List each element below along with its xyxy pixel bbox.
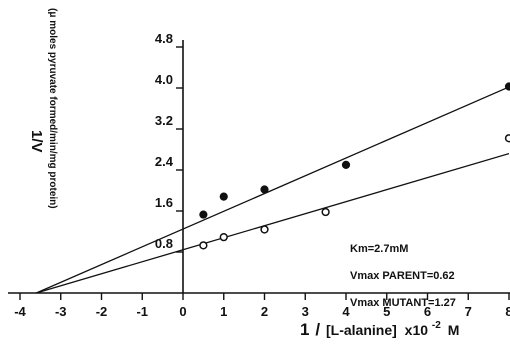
x-axis-label-exponent: -2 xyxy=(432,320,441,331)
y-tick-label: 2.4 xyxy=(155,154,174,169)
x-tick-label: 2 xyxy=(261,304,268,319)
data-point-filled xyxy=(504,82,510,91)
x-tick-label: -1 xyxy=(136,304,148,319)
x-tick-label: 5 xyxy=(383,304,390,319)
annotation-km: Km=2.7mM xyxy=(350,243,408,255)
data-point-open xyxy=(260,225,269,234)
y-ticks: 0.8 1.6 2.4 3.2 4.0 4.8 xyxy=(155,31,183,253)
data-point-filled xyxy=(199,210,208,219)
y-tick-label: 4.0 xyxy=(155,72,173,87)
fit-line-series-1 xyxy=(36,86,510,294)
x-tick-label: 4 xyxy=(342,304,350,319)
y-tick-label: 1.6 xyxy=(155,195,173,210)
data-point-filled xyxy=(219,192,228,201)
data-point-open xyxy=(504,134,510,143)
x-axis-label: 1 / [L-alanine] x10 -2 M xyxy=(300,315,459,339)
x-axis-label-slash: / xyxy=(315,320,320,339)
y-tick-label: 4.8 xyxy=(155,31,173,46)
annotation-vmax-parent: Vmax PARENT=0.62 xyxy=(350,270,455,282)
kinetic-constants: Km=2.7mM Vmax PARENT=0.62 Vmax MUTANT=1.… xyxy=(350,243,456,309)
x-tick-label: 0 xyxy=(179,304,186,319)
y-axis-label: 1/V (μ moles pyruvate formed/min/mg prot… xyxy=(28,8,58,209)
x-tick-label: 3 xyxy=(302,304,309,319)
data-points xyxy=(199,82,510,250)
data-point-filled xyxy=(260,185,269,194)
x-tick-label: 1 xyxy=(220,304,227,319)
x-ticks: -4 -3 -2 -1 0 1 2 3 4 5 6 7 8 xyxy=(14,293,510,319)
x-tick-label: -2 xyxy=(96,304,108,319)
annotation-vmax-mutant: Vmax MUTANT=1.27 xyxy=(350,297,456,309)
x-axis-label-factor: x10 xyxy=(405,322,429,338)
data-point-filled xyxy=(341,160,351,169)
x-tick-label: -3 xyxy=(55,304,67,319)
x-tick-label: -4 xyxy=(14,304,26,319)
y-axis-label-main: 1/V xyxy=(28,130,45,153)
y-tick-label: 0.8 xyxy=(155,236,173,251)
data-point-open xyxy=(321,207,330,217)
x-tick-label: 8 xyxy=(505,304,510,319)
fit-lines xyxy=(36,86,510,294)
y-axis-label-units: (μ moles pyruvate formed/min/mg protein) xyxy=(47,8,58,209)
data-point-open xyxy=(219,232,228,242)
x-axis-label-unit: M xyxy=(448,322,460,338)
data-point-open xyxy=(199,241,208,250)
x-axis-label-denominator: [L-alanine] xyxy=(326,322,397,338)
x-axis-label-numerator: 1 xyxy=(300,320,309,339)
y-tick-label: 3.2 xyxy=(155,113,173,128)
x-tick-label: 7 xyxy=(465,304,472,319)
fit-line-series-2 xyxy=(36,152,510,294)
x-tick-label: 6 xyxy=(424,304,431,319)
